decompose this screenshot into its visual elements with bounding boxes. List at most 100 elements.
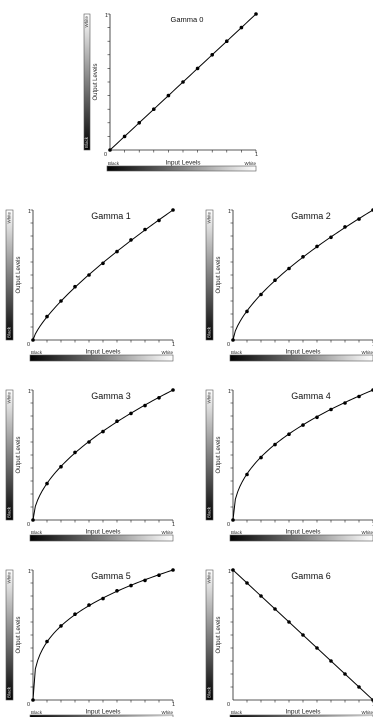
data-point [152, 107, 156, 111]
data-point [59, 464, 63, 469]
data-point [357, 685, 361, 689]
data-point [171, 568, 175, 572]
data-point [101, 261, 105, 266]
data-point [31, 338, 35, 342]
data-point [115, 249, 119, 254]
data-point [143, 578, 147, 583]
gamma-chart-4: White Black Output Levels Black White Input L… [205, 388, 373, 542]
data-point [301, 423, 305, 427]
y-max-tick-label: 1 [28, 209, 31, 215]
x-high-label: White [361, 710, 373, 715]
data-point [87, 603, 91, 607]
x-low-label: Black [31, 350, 43, 355]
x-max-tick-label: 1 [172, 522, 175, 528]
y-max-tick-label: 1 [228, 209, 231, 215]
data-point [329, 235, 333, 240]
data-point [329, 659, 333, 663]
y-high-label: White [7, 392, 12, 404]
data-point [171, 208, 175, 212]
data-point [231, 338, 235, 342]
data-point [315, 415, 319, 420]
x-low-label: Black [231, 530, 243, 535]
gamma-chart-1: White Black Output Levels Black White Input L… [5, 208, 175, 362]
y-low-label: Black [207, 326, 212, 338]
data-point [259, 455, 263, 460]
data-point [245, 472, 249, 477]
x-low-label: Black [31, 530, 43, 535]
output-gradient-bar [205, 389, 214, 521]
data-point [143, 227, 147, 232]
input-gradient-bar [229, 534, 373, 542]
y-high-label: White [84, 16, 89, 28]
x-max-tick-label: 1 [172, 702, 175, 708]
data-point [259, 594, 263, 598]
data-point [245, 309, 249, 314]
y-low-label: Black [207, 686, 212, 698]
data-point [45, 314, 49, 319]
gamma-curve [32, 389, 174, 521]
data-point [225, 39, 229, 43]
data-point [287, 266, 291, 271]
chart-title: Gamma 0 [171, 15, 204, 24]
y-max-tick-label: 1 [228, 389, 231, 395]
y-high-label: White [207, 572, 212, 584]
x-low-label: Black [231, 350, 243, 355]
origin-tick-label: 0 [27, 522, 30, 528]
data-point [73, 284, 77, 289]
gamma-chart-0: White Black Output Levels Black White Input L… [83, 12, 258, 172]
gamma-chart-5: White Black Output Levels Black White Input L… [5, 568, 175, 717]
output-gradient-bar [5, 209, 14, 341]
x-high-label: White [161, 530, 173, 535]
data-point [245, 581, 249, 585]
x-axis-label: Input Levels [285, 709, 321, 716]
output-gradient-bar [205, 209, 214, 341]
x-max-tick-label: 1 [172, 342, 175, 348]
output-gradient-bar [83, 13, 91, 151]
data-point [157, 573, 161, 577]
y-high-label: White [7, 572, 12, 584]
output-gradient-bar [5, 569, 14, 701]
y-low-label: Black [84, 136, 89, 148]
data-point [273, 607, 277, 611]
data-point [73, 450, 77, 455]
x-high-label: White [161, 350, 173, 355]
data-point [122, 134, 127, 139]
input-gradient-bar [29, 354, 174, 362]
data-point [357, 217, 361, 221]
origin-tick-label: 0 [27, 702, 30, 708]
input-gradient-bar [29, 714, 174, 717]
data-point [143, 403, 147, 408]
data-point [301, 254, 305, 259]
x-axis-label: Input Levels [165, 160, 201, 167]
data-point [343, 225, 347, 229]
data-point [171, 388, 175, 392]
x-high-label: White [361, 530, 373, 535]
y-axis-label: Output Levels [216, 256, 222, 293]
y-max-tick-label: 1 [28, 569, 31, 575]
data-point [101, 596, 105, 601]
x-axis-label: Input Levels [85, 529, 121, 536]
data-point [254, 12, 258, 16]
y-high-label: White [207, 392, 212, 404]
y-axis-label: Output Levels [16, 436, 22, 473]
y-low-label: Black [7, 326, 12, 338]
data-point [108, 148, 112, 152]
gamma-chart-3: White Black Output Levels Black White Input L… [5, 388, 175, 542]
data-point [343, 672, 347, 676]
data-point [115, 589, 119, 593]
data-point [195, 66, 200, 71]
data-point [231, 518, 235, 522]
chart-title: Gamma 1 [91, 211, 131, 221]
input-gradient-bar [229, 354, 373, 362]
data-point [73, 612, 77, 616]
gamma-chart-2: White Black Output Levels Black White Input L… [205, 208, 373, 362]
data-point [315, 244, 319, 249]
x-max-tick-label: 1 [255, 152, 258, 158]
gamma-curve [32, 569, 174, 701]
chart-title: Gamma 5 [91, 571, 131, 581]
chart-title: Gamma 6 [291, 571, 331, 581]
data-point [59, 624, 63, 628]
y-low-label: Black [207, 506, 212, 518]
data-point [231, 568, 235, 572]
